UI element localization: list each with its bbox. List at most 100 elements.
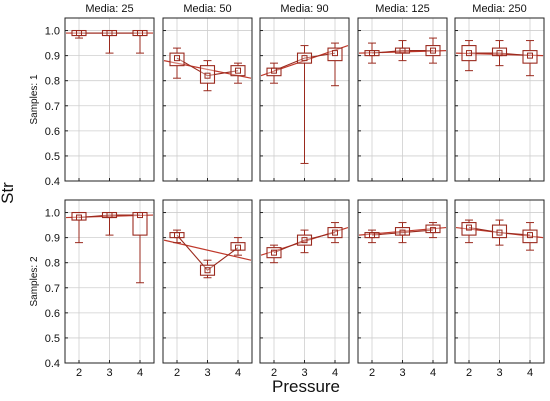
box	[101, 29, 118, 37]
column-header: Media: 125	[375, 3, 429, 15]
box	[169, 52, 185, 67]
x-tick-label: 4	[332, 367, 338, 379]
box	[425, 224, 441, 234]
box	[266, 67, 282, 77]
y-tick-label: 0.8	[45, 76, 60, 88]
median-marker	[430, 47, 436, 54]
y-tick-label: 0.5	[45, 333, 60, 345]
median-marker	[466, 224, 472, 231]
box	[327, 47, 343, 62]
median-marker	[174, 55, 180, 62]
column-header: Media: 50	[183, 3, 231, 15]
median-line	[371, 50, 433, 54]
median-marker	[106, 212, 113, 219]
median-line	[273, 52, 336, 72]
box	[296, 52, 313, 64]
x-tick-label: 3	[106, 367, 112, 379]
y-tick-label: 0.4	[45, 176, 60, 188]
median-line	[469, 52, 531, 57]
median-line	[273, 232, 336, 254]
median-marker	[430, 227, 436, 234]
median-marker	[369, 50, 375, 57]
box	[522, 50, 538, 64]
median-marker	[271, 249, 277, 256]
fit-line	[358, 226, 447, 236]
panel	[259, 17, 350, 182]
box	[461, 222, 477, 236]
median-marker	[332, 229, 338, 236]
x-tick-label: 3	[204, 367, 210, 379]
box	[327, 227, 343, 239]
box	[132, 211, 148, 236]
panel	[357, 17, 448, 182]
y-tick-label: 0.6	[45, 126, 60, 138]
x-tick-label: 2	[369, 367, 375, 379]
column-header: Media: 250	[472, 3, 526, 15]
median-line	[468, 227, 531, 236]
median-marker	[496, 229, 503, 236]
y-axis-title: Str	[0, 182, 17, 204]
box	[522, 229, 538, 244]
box	[169, 232, 185, 239]
median-marker	[106, 30, 113, 37]
x-tick-label: 2	[76, 367, 82, 379]
y-tick-label: 0.8	[45, 258, 60, 270]
box	[394, 47, 411, 54]
median-marker	[76, 30, 82, 37]
x-axis-title: Pressure	[272, 377, 340, 396]
box	[364, 50, 380, 57]
box	[199, 264, 216, 276]
median-marker	[369, 232, 375, 239]
median-marker	[137, 30, 143, 37]
median-marker	[204, 267, 211, 274]
y-tick-label: 0.6	[45, 308, 60, 320]
median-line	[371, 229, 434, 236]
median-marker	[332, 50, 338, 57]
column-header: Media: 90	[280, 3, 328, 15]
median-line	[176, 234, 239, 271]
y-tick-label: 0.7	[45, 101, 60, 113]
median-marker	[399, 229, 406, 236]
panel	[454, 17, 545, 182]
x-tick-label: 4	[235, 367, 241, 379]
box	[425, 45, 441, 57]
median-marker	[76, 214, 82, 221]
box	[296, 234, 313, 246]
box	[199, 65, 216, 84]
y-tick-label: 1.0	[45, 208, 60, 220]
panel	[64, 199, 155, 364]
median-marker	[301, 55, 308, 62]
median-marker	[271, 67, 277, 74]
x-tick-label: 3	[301, 367, 307, 379]
median-marker	[466, 50, 472, 57]
median-marker	[174, 232, 180, 239]
box	[71, 211, 87, 221]
panel	[454, 199, 545, 364]
y-tick-label: 1.0	[45, 26, 60, 38]
median-marker	[204, 72, 211, 79]
median-line	[176, 57, 239, 77]
y-tick-label: 0.7	[45, 283, 60, 295]
fit-line	[163, 239, 252, 261]
x-tick-label: 4	[430, 367, 436, 379]
x-tick-label: 4	[137, 367, 143, 379]
box	[71, 29, 87, 37]
box	[132, 29, 148, 37]
median-line	[78, 214, 140, 219]
x-tick-label: 2	[466, 367, 472, 379]
box	[491, 47, 508, 57]
box	[364, 232, 380, 239]
column-header: Media: 25	[85, 3, 133, 15]
box	[101, 211, 118, 219]
row-header: Samples: 1	[29, 74, 40, 124]
y-tick-label: 0.9	[45, 233, 60, 245]
median-marker	[527, 52, 533, 59]
box	[266, 247, 282, 259]
x-tick-label: 3	[399, 367, 405, 379]
panel	[162, 199, 253, 364]
box	[230, 242, 246, 251]
panel	[357, 199, 448, 364]
median-marker	[137, 212, 143, 219]
x-tick-label: 3	[496, 367, 502, 379]
